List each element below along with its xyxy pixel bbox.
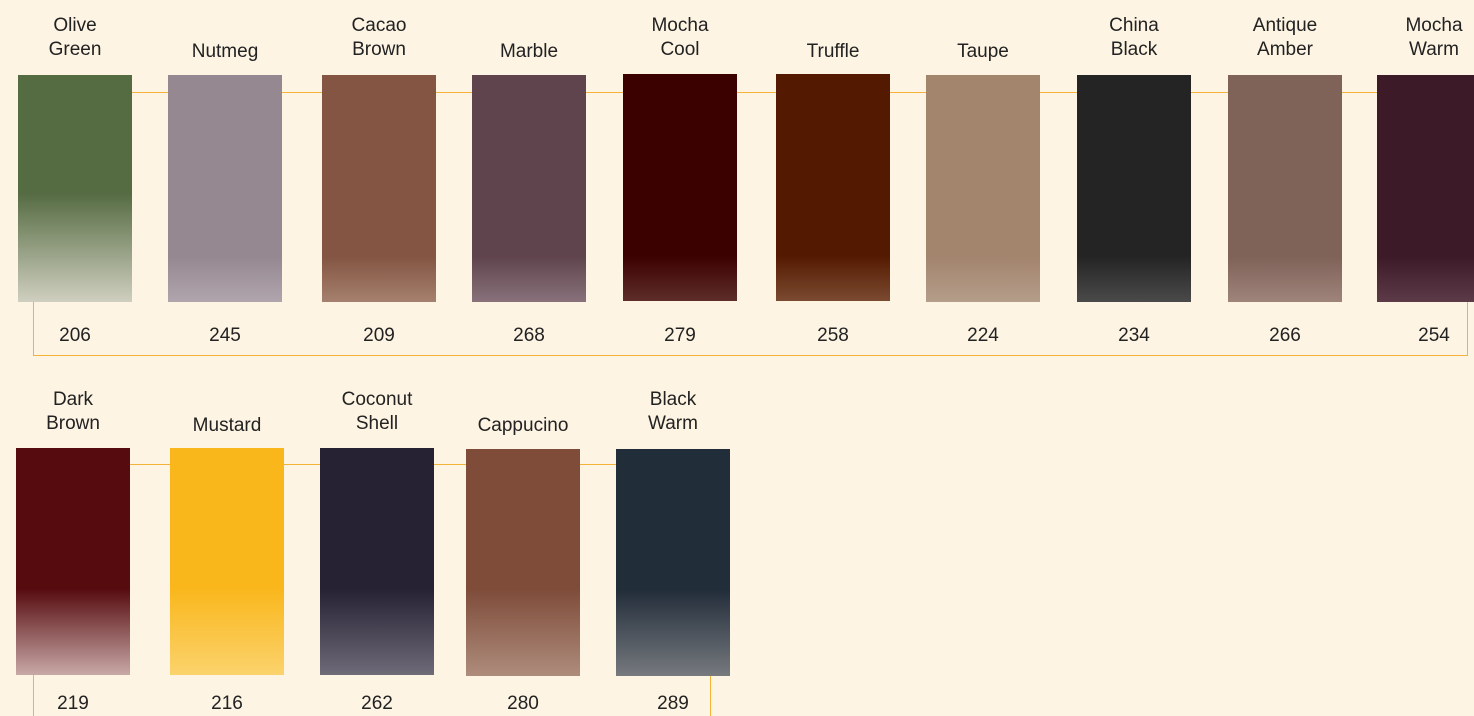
swatch-name: Mustard — [192, 415, 262, 436]
swatch-name: Olive Green — [48, 15, 102, 60]
color-swatch[interactable] — [18, 75, 132, 302]
swatch-code: 219 — [57, 693, 89, 714]
swatch-name: China Black — [1109, 15, 1159, 60]
color-swatch[interactable] — [1228, 75, 1342, 302]
bracket-left-line — [33, 675, 34, 716]
color-swatch[interactable] — [616, 449, 730, 676]
swatch-code: 206 — [59, 325, 91, 346]
swatch-code: 268 — [513, 325, 545, 346]
bracket-bottom-line — [33, 355, 1468, 356]
color-swatch[interactable] — [16, 448, 130, 675]
swatch-code: 224 — [967, 325, 999, 346]
color-swatch[interactable] — [623, 74, 737, 301]
swatch-code: 280 — [507, 693, 539, 714]
swatch-code: 254 — [1418, 325, 1450, 346]
color-swatch[interactable] — [320, 448, 434, 675]
color-swatch[interactable] — [1377, 75, 1474, 302]
swatch-name: Taupe — [957, 41, 1009, 62]
bracket-left-line — [33, 302, 34, 355]
swatch-code: 258 — [817, 325, 849, 346]
swatch-code: 279 — [664, 325, 696, 346]
swatch-name: Mocha Warm — [1405, 15, 1463, 60]
bracket-right-line — [1467, 302, 1468, 355]
swatch-code: 234 — [1118, 325, 1150, 346]
swatch-name: Cappucino — [477, 415, 569, 436]
swatch-code: 216 — [211, 693, 243, 714]
connector-line — [18, 92, 1474, 93]
color-swatch[interactable] — [472, 75, 586, 302]
swatch-name: Truffle — [806, 41, 860, 62]
swatch-code: 266 — [1269, 325, 1301, 346]
color-swatch[interactable] — [322, 75, 436, 302]
swatch-name: Marble — [499, 41, 559, 62]
swatch-code: 262 — [361, 693, 393, 714]
color-swatch[interactable] — [168, 75, 282, 302]
swatch-code: 209 — [363, 325, 395, 346]
swatch-name: Black Warm — [648, 389, 698, 434]
swatch-name: Nutmeg — [191, 41, 259, 62]
color-swatch[interactable] — [170, 448, 284, 675]
swatch-name: Dark Brown — [46, 389, 100, 434]
swatch-name: Coconut Shell — [341, 389, 413, 434]
swatch-name: Antique Amber — [1252, 15, 1318, 60]
color-swatch[interactable] — [466, 449, 580, 676]
color-swatch[interactable] — [776, 74, 890, 301]
swatch-code: 245 — [209, 325, 241, 346]
swatch-name: Mocha Cool — [651, 15, 709, 60]
swatch-name: Cacao Brown — [351, 15, 407, 60]
color-swatch[interactable] — [1077, 75, 1191, 302]
color-swatch[interactable] — [926, 75, 1040, 302]
swatch-code: 289 — [657, 693, 689, 714]
